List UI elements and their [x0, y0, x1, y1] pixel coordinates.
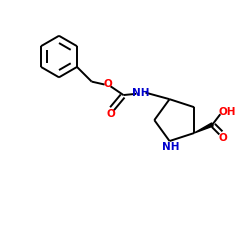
- Polygon shape: [194, 123, 213, 133]
- Text: OH: OH: [218, 107, 236, 117]
- Text: NH: NH: [132, 88, 150, 98]
- Text: O: O: [103, 79, 112, 89]
- Text: O: O: [218, 133, 227, 143]
- Text: O: O: [106, 109, 115, 119]
- Text: NH: NH: [162, 142, 180, 152]
